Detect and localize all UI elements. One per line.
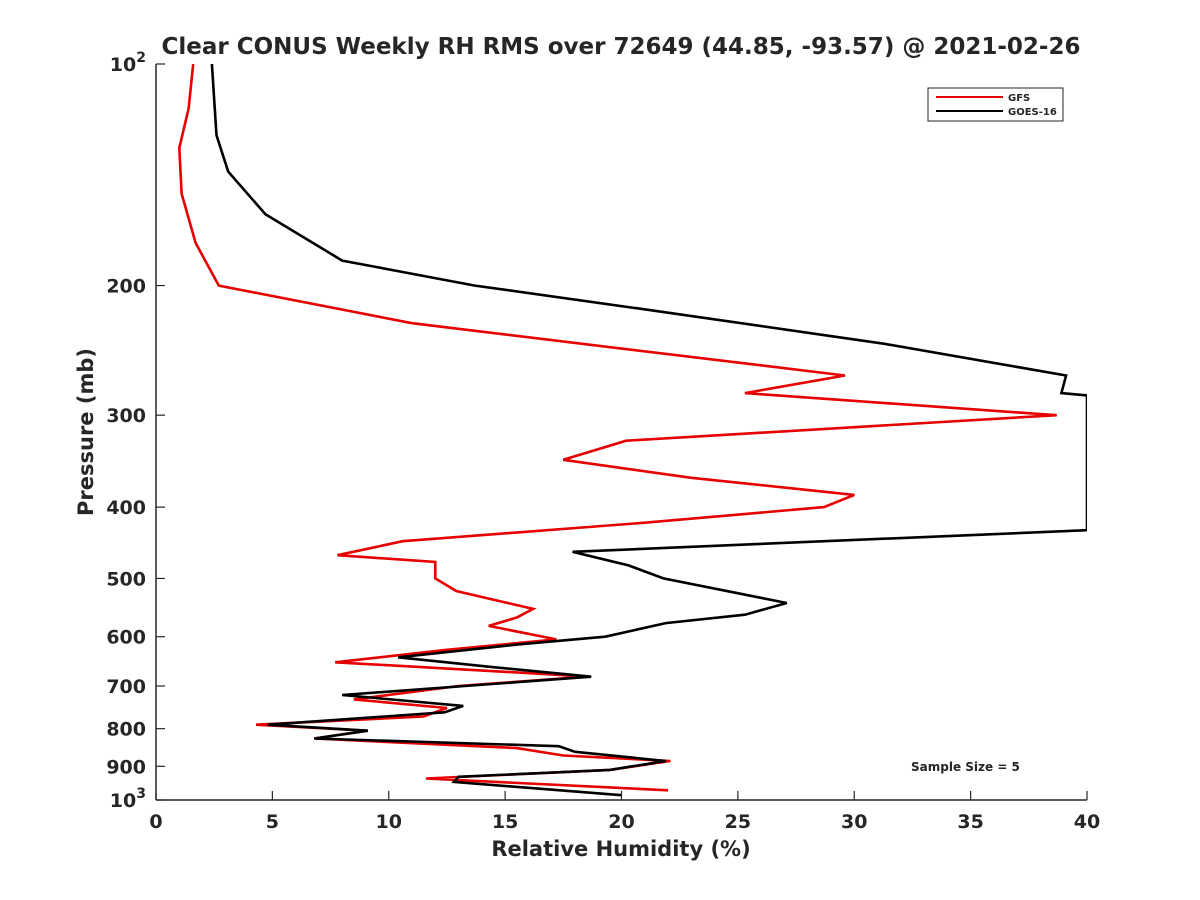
x-tick-label: 20 [608,811,634,833]
chart-title: Clear CONUS Weekly RH RMS over 72649 (44… [162,34,1081,60]
x-tick-label: 35 [957,811,983,833]
y-tick-label: 400 [106,497,146,519]
legend-label-goes16: GOES-16 [1008,107,1057,118]
y-tick-label: 600 [106,627,146,649]
y-tick-label: 900 [106,756,146,778]
x-tick-label: 5 [266,811,279,833]
x-axis-label: Relative Humidity (%) [491,837,750,861]
legend: GFS GOES-16 [927,87,1064,122]
sample-size-annotation: Sample Size = 5 [911,760,1020,774]
y-tick-label: 300 [106,405,146,427]
x-tick-label: 15 [492,811,518,833]
x-ticks: 0 5 10 15 20 25 30 35 40 [149,791,1100,833]
x-tick-label: 40 [1074,811,1100,833]
x-tick-label: 10 [376,811,402,833]
x-tick-label: 30 [841,811,867,833]
legend-label-gfs: GFS [1008,93,1030,104]
y-tick-label: 200 [106,276,146,298]
legend-box [927,87,1064,122]
y-tick-label: 103 [110,786,146,812]
y-axis-label: Pressure (mb) [74,348,98,516]
series-line-goes16 [210,64,1087,797]
y-tick-label: 800 [106,719,146,741]
y-tick-label: 500 [106,568,146,590]
series-line-gfs [177,64,1057,792]
x-tick-label: 25 [725,811,751,833]
y-ticks: 102 200 300 400 500 600 700 800 900 103 [106,50,165,812]
y-tick-label: 102 [110,50,146,76]
series-layer [177,64,1087,797]
x-tick-label: 0 [149,811,162,833]
axes [155,64,1087,801]
y-tick-label: 700 [106,676,146,698]
